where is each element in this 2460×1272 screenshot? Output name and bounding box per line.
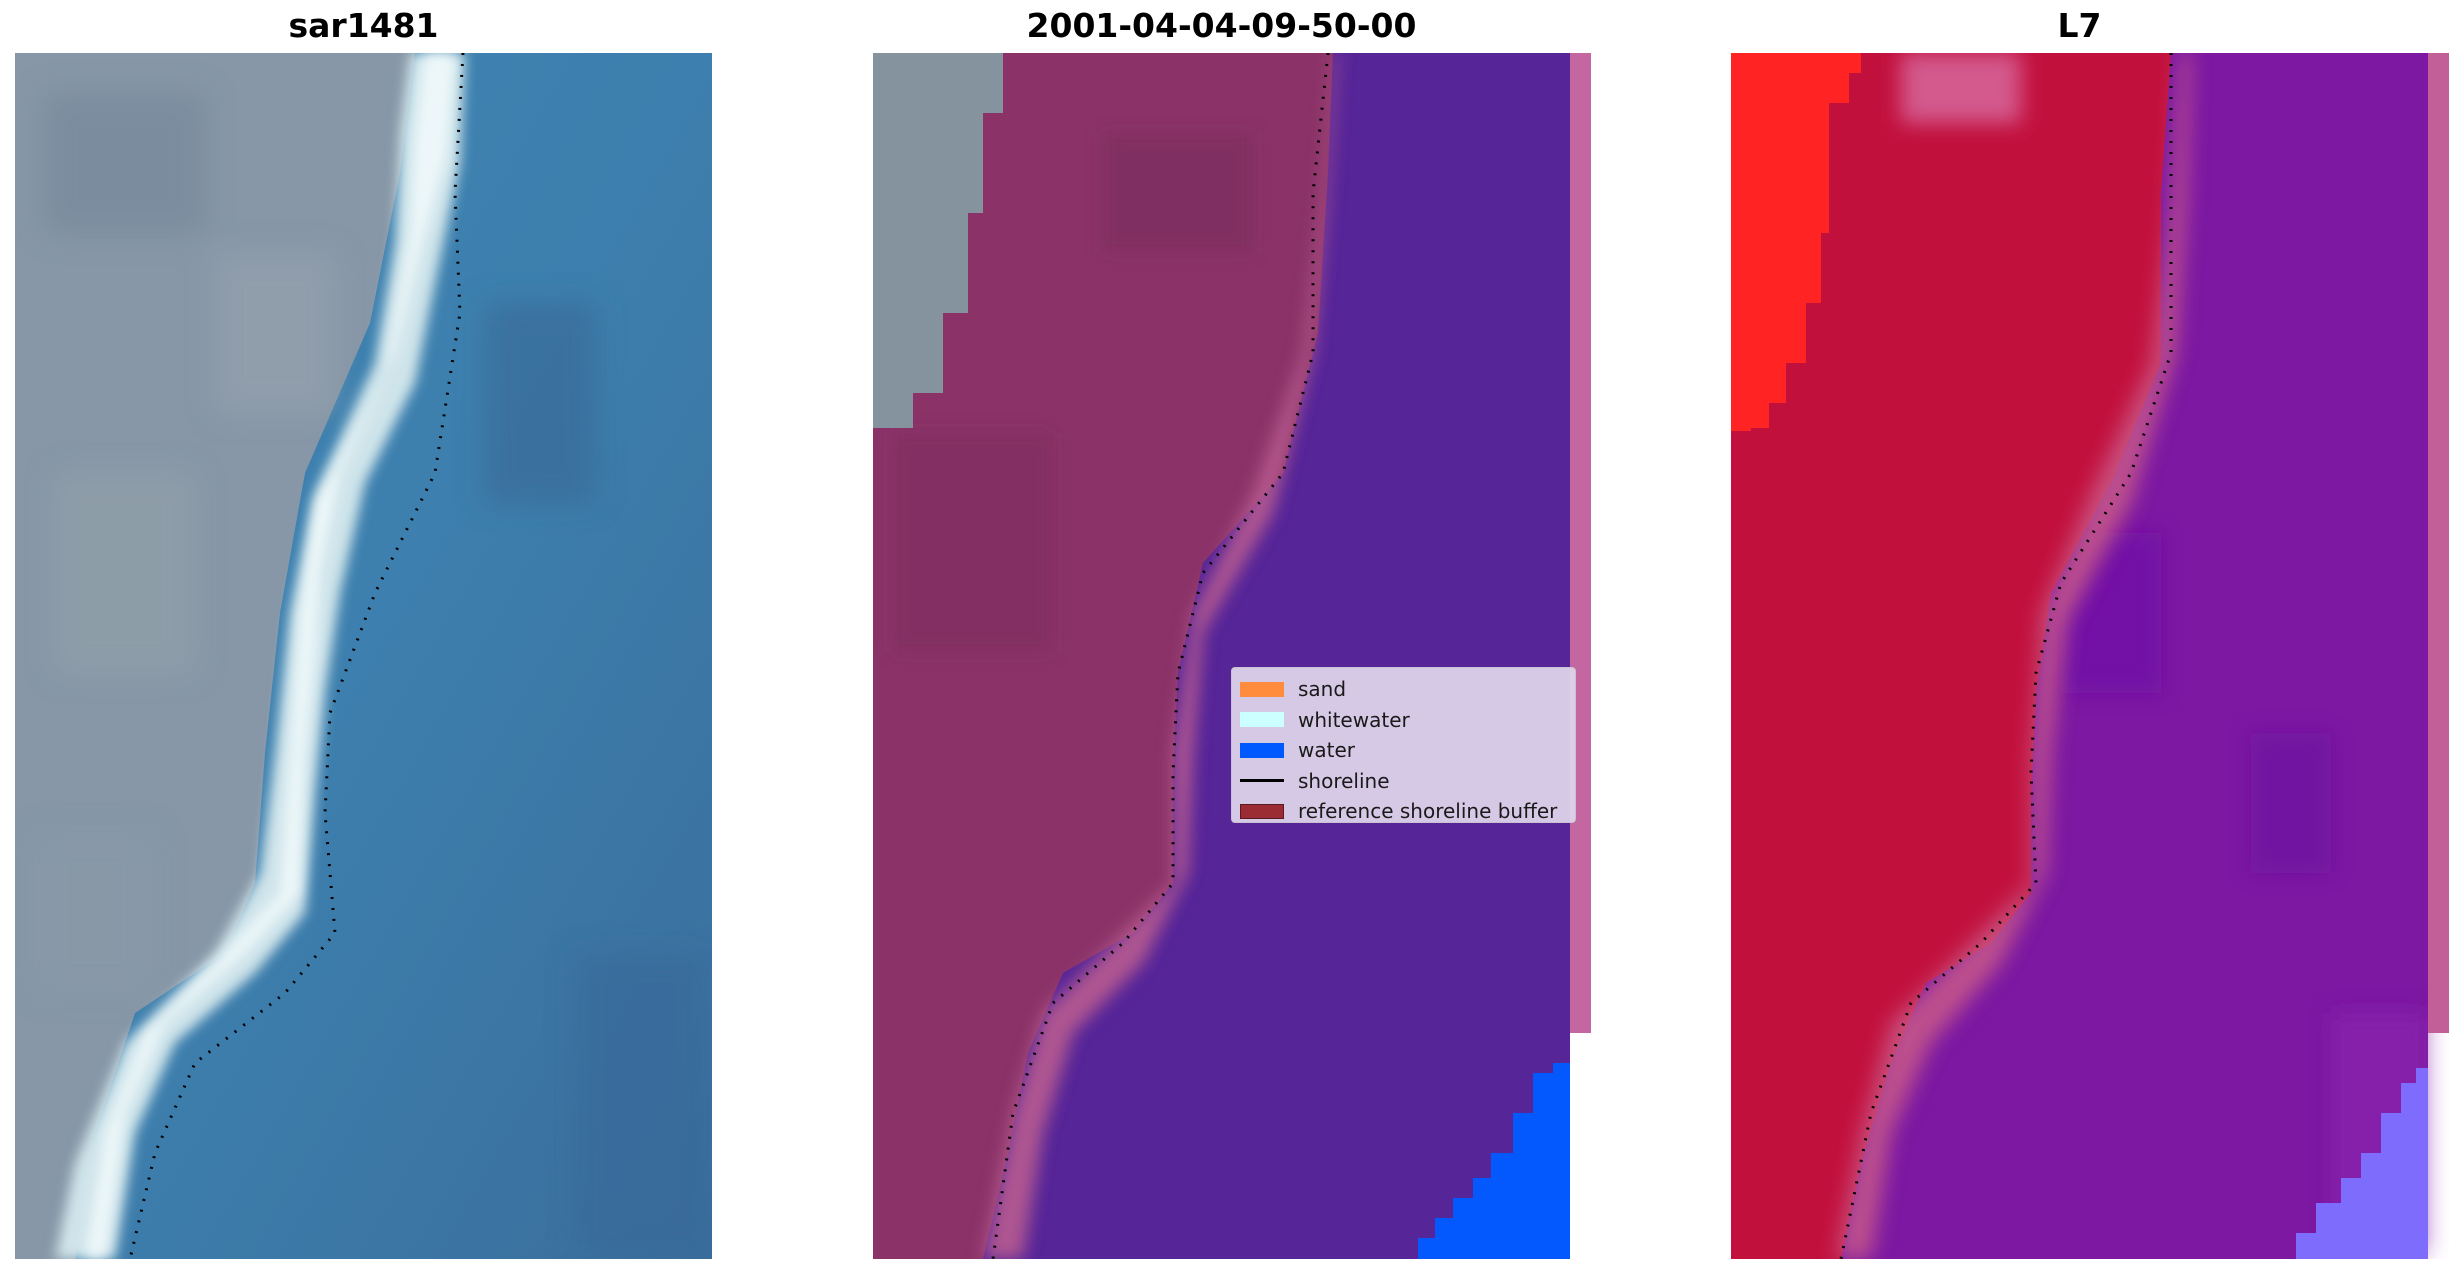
classification-image-center (873, 53, 1591, 1259)
panel-title-center: 2001-04-04-09-50-00 (1026, 6, 1417, 45)
legend-item-whitewater: whitewater (1240, 705, 1567, 736)
legend-label: shoreline (1298, 768, 1390, 793)
legend-label: reference shoreline buffer (1298, 799, 1558, 824)
legend-swatch-sand (1240, 681, 1284, 697)
satellite-image-left (15, 53, 712, 1259)
legend-item-reference-shoreline-buffer: reference shoreline buffer (1240, 796, 1567, 827)
legend-label: sand (1298, 677, 1347, 702)
legend-item-water: water (1240, 735, 1567, 766)
legend-swatch-whitewater (1240, 712, 1284, 728)
legend-label: whitewater (1298, 707, 1410, 732)
legend: sand whitewater water shoreline referenc… (1231, 667, 1576, 823)
false-colour-image-right (1731, 53, 2449, 1259)
legend-swatch-water (1240, 742, 1284, 758)
legend-swatch-reference-shoreline-buffer (1240, 803, 1284, 819)
legend-item-shoreline: shoreline (1240, 766, 1567, 797)
legend-label: water (1298, 738, 1355, 763)
panel-title-right: L7 (2057, 6, 2102, 45)
legend-item-sand: sand (1240, 674, 1567, 705)
legend-swatch-shoreline (1240, 779, 1284, 783)
panel-title-left: sar1481 (288, 6, 439, 45)
